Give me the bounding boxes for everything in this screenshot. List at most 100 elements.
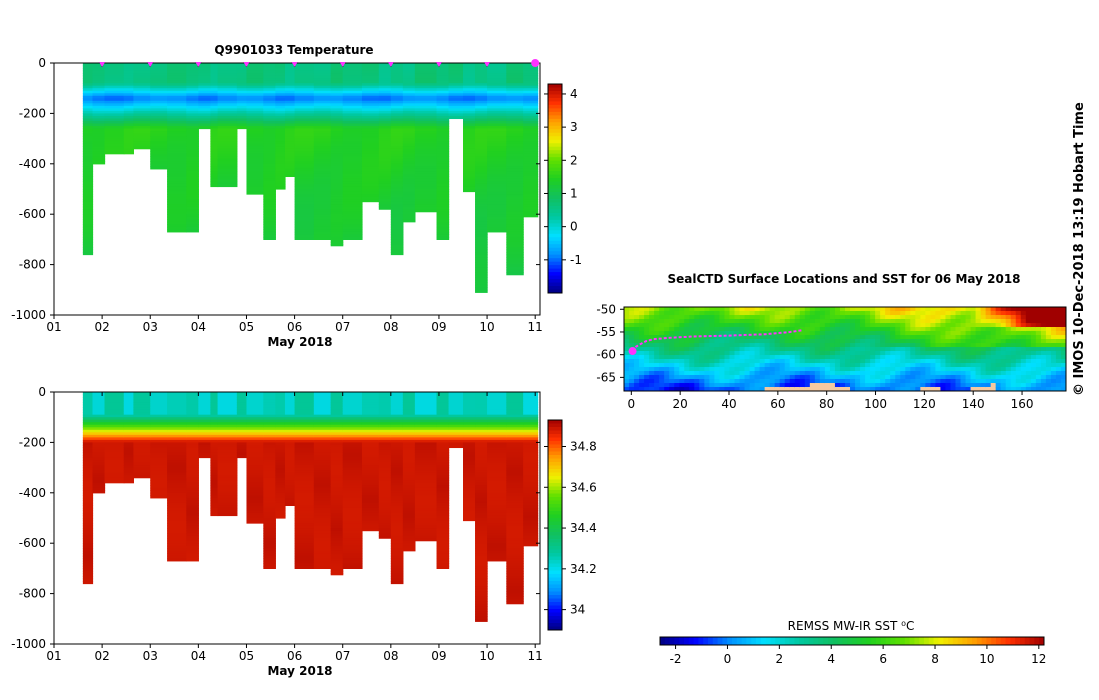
data-cell [294, 224, 315, 228]
data-cell [342, 535, 363, 539]
data-cell [330, 204, 344, 208]
sst-cell [834, 319, 841, 324]
sst-cell [704, 387, 710, 392]
data-cell [210, 166, 219, 170]
data-cell [92, 126, 106, 130]
data-cell [402, 470, 416, 474]
sst-cell [779, 335, 786, 340]
data-cell [342, 224, 363, 228]
sst-cell [709, 343, 715, 348]
data-cell [463, 510, 476, 514]
data-cell [475, 226, 488, 230]
sst-cell [679, 351, 685, 356]
data-cell [475, 161, 488, 165]
data-cell [167, 229, 187, 233]
data-cell [342, 497, 363, 501]
data-cell [263, 460, 276, 464]
data-cell [284, 120, 296, 125]
sst-cell [865, 323, 871, 328]
data-cell [275, 444, 286, 449]
data-cell [186, 407, 199, 411]
sst-cell [759, 327, 766, 332]
data-cell [523, 98, 539, 102]
data-cell [378, 455, 392, 459]
data-cell [104, 103, 125, 107]
data-cell [104, 128, 125, 132]
sst-cell [774, 359, 781, 364]
data-cell [523, 126, 539, 130]
sst-cell [734, 347, 741, 352]
data-cell [246, 452, 264, 456]
data-cell [390, 424, 404, 428]
data-cell [246, 439, 264, 443]
data-cell [402, 115, 416, 120]
sst-cell [669, 319, 675, 324]
data-cell [284, 422, 296, 426]
data-cell [284, 105, 296, 109]
data-cell [210, 131, 219, 135]
data-cell [82, 581, 94, 585]
data-cell [506, 492, 524, 496]
data-cell [390, 422, 404, 426]
sst-cell [709, 363, 715, 368]
data-cell [263, 480, 276, 484]
data-cell [82, 90, 94, 94]
data-cell [475, 231, 488, 235]
sst-cell [784, 327, 791, 332]
data-cell [246, 419, 264, 423]
sst-cell [679, 335, 685, 340]
data-cell [186, 191, 199, 195]
x-tick-label: 04 [191, 320, 206, 334]
data-cell [378, 176, 392, 180]
data-cell [506, 452, 524, 456]
data-cell [506, 252, 524, 256]
data-cell [475, 108, 488, 112]
data-cell [104, 442, 125, 446]
data-cell [92, 447, 106, 451]
data-cell [506, 424, 524, 428]
data-cell [263, 168, 276, 172]
sst-cell [794, 331, 801, 336]
sst-cell [759, 375, 766, 380]
data-cell [463, 399, 476, 403]
data-cell [436, 515, 450, 519]
data-cell [275, 93, 286, 97]
data-cell [487, 500, 507, 504]
sst-cell [839, 319, 846, 324]
data-cell [463, 439, 476, 443]
data-cell [210, 465, 219, 469]
data-cell [275, 171, 286, 175]
data-cell [246, 138, 264, 142]
data-cell [487, 457, 507, 461]
data-cell [378, 158, 392, 162]
data-cell [463, 113, 476, 117]
data-cell [475, 427, 488, 431]
data-cell [92, 80, 106, 84]
sst-cell [699, 315, 705, 320]
data-cell [92, 417, 106, 421]
data-cell [378, 148, 392, 152]
data-cell [342, 131, 363, 135]
data-cell [390, 568, 404, 572]
data-cell [104, 151, 125, 155]
sst-cell [779, 339, 786, 344]
data-cell [330, 244, 344, 247]
data-cell [133, 65, 151, 69]
data-cell [186, 422, 199, 426]
data-cell [123, 432, 134, 436]
data-cell [246, 103, 264, 107]
data-cell [167, 123, 187, 127]
data-cell [475, 262, 488, 266]
sst-cell [674, 319, 680, 324]
data-cell [361, 123, 380, 127]
data-cell [210, 80, 219, 84]
data-cell [104, 462, 125, 466]
sst-cell [719, 331, 725, 336]
data-cell [402, 178, 416, 183]
data-cell [361, 507, 380, 512]
sst-cell [654, 335, 660, 340]
data-cell [436, 209, 450, 213]
temperature-xlabel: May 2018 [267, 335, 332, 349]
data-cell [82, 209, 94, 213]
data-cell [390, 530, 404, 534]
